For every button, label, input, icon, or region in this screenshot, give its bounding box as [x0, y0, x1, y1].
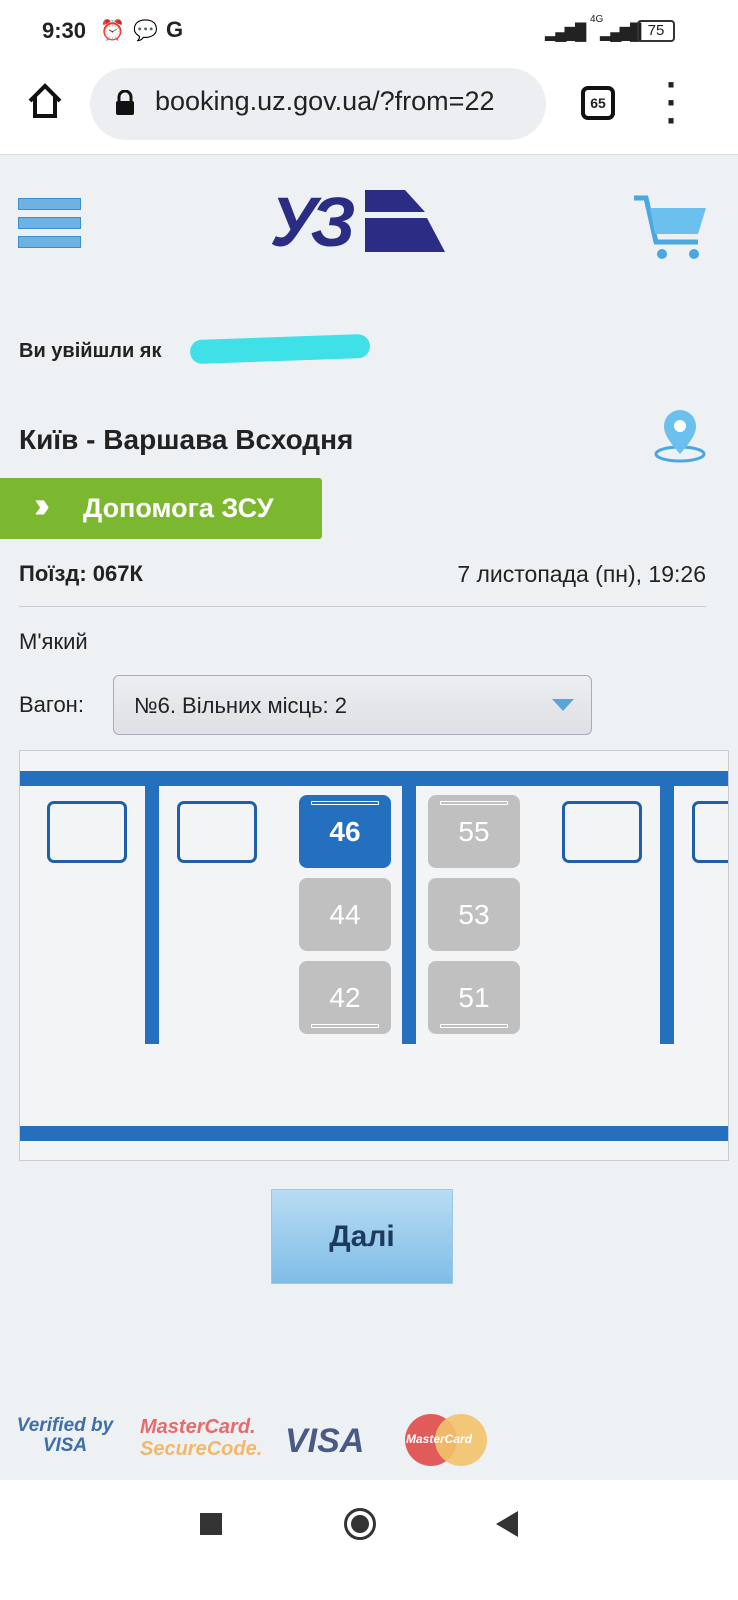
wall: [20, 771, 728, 786]
logged-in-text: Ви увійшли як: [19, 340, 162, 362]
divider: [19, 606, 706, 607]
seat-46[interactable]: 46: [299, 795, 391, 868]
route-title: Київ - Варшава Всходня: [19, 424, 354, 455]
signal-icon-2: ▂▄▆█: [600, 24, 641, 41]
alarm-icon: ⏰: [100, 20, 125, 42]
payment-logos: Verified by VISA MasterCard. SecureCode. V…: [10, 1412, 490, 1468]
next-button[interactable]: Далі: [271, 1189, 453, 1284]
browser-toolbar: booking.uz.gov.ua/?from=22 65 · · ·: [0, 62, 738, 155]
seat-number: 44: [329, 898, 361, 930]
seat-55: 55: [428, 795, 520, 868]
wagon-selected: №6. Вільних місць: 2: [134, 693, 348, 718]
uz-logo[interactable]: УЗ: [270, 183, 445, 261]
seat-42: 42: [299, 961, 391, 1034]
lock-icon: [116, 90, 134, 115]
partition: [402, 786, 416, 1044]
messenger-icon: 💬: [133, 20, 158, 42]
wagon-select[interactable]: №6. Вільних місць: 2: [113, 675, 592, 735]
seat-number: 46: [329, 815, 361, 847]
seat-number: 51: [458, 981, 490, 1013]
chevron-down-icon: [552, 699, 574, 711]
back-button[interactable]: [496, 1511, 518, 1537]
clock: 9:30: [42, 18, 87, 43]
map-pin-icon[interactable]: [652, 408, 708, 464]
wagon-label: Вагон:: [19, 692, 84, 717]
train-number: Поїзд: 067К: [19, 561, 143, 586]
empty-seat: [692, 801, 728, 863]
battery-icon: 75: [637, 20, 675, 42]
seat-map: 46 44 42 55 53 51: [19, 750, 729, 1161]
partition: [660, 786, 674, 1044]
home-icon[interactable]: [26, 82, 64, 120]
seat-number: 42: [329, 981, 361, 1013]
seat-number: 55: [458, 815, 490, 847]
home-button[interactable]: [344, 1508, 376, 1540]
google-icon: G: [166, 17, 184, 42]
empty-seat: [562, 801, 642, 863]
menu-icon[interactable]: · · ·: [666, 64, 678, 141]
mastercard-securecode-logo: MasterCard. SecureCode.: [140, 1416, 263, 1460]
signal-icon: ▂▄▆█: [545, 24, 586, 41]
recents-button[interactable]: [200, 1513, 222, 1535]
network-type: 4G: [590, 14, 604, 25]
wall: [20, 1126, 728, 1141]
seat-53: 53: [428, 878, 520, 951]
help-banner-label: Допомога ЗСУ: [83, 493, 274, 523]
status-bar: 9:30 ⏰ 💬 G ▂▄▆█ 4G ▂▄▆█ 75: [0, 0, 738, 62]
seat-number: 53: [458, 898, 490, 930]
address-bar[interactable]: booking.uz.gov.ua/?from=22: [90, 68, 546, 140]
seat-44: 44: [299, 878, 391, 951]
visa-logo: VISA: [285, 1422, 365, 1460]
hamburger-menu-icon[interactable]: [18, 198, 81, 250]
departure-datetime: 7 листопада (пн), 19:26: [457, 561, 706, 587]
seat-51: 51: [428, 961, 520, 1034]
double-chevron-icon: ››: [34, 484, 50, 525]
empty-seat: [177, 801, 257, 863]
tabs-button[interactable]: 65: [581, 86, 615, 120]
verified-by-visa-logo: Verified by VISA: [16, 1415, 114, 1456]
redacted-username: [189, 333, 371, 365]
empty-seat: [47, 801, 127, 863]
cart-icon[interactable]: [632, 192, 708, 262]
car-type: М'який: [19, 629, 88, 654]
android-nav-bar: [0, 1480, 738, 1600]
partition: [145, 786, 159, 1044]
url-text: booking.uz.gov.ua/?from=22: [155, 86, 495, 116]
help-banner-button[interactable]: ›› Допомога ЗСУ: [0, 478, 322, 539]
